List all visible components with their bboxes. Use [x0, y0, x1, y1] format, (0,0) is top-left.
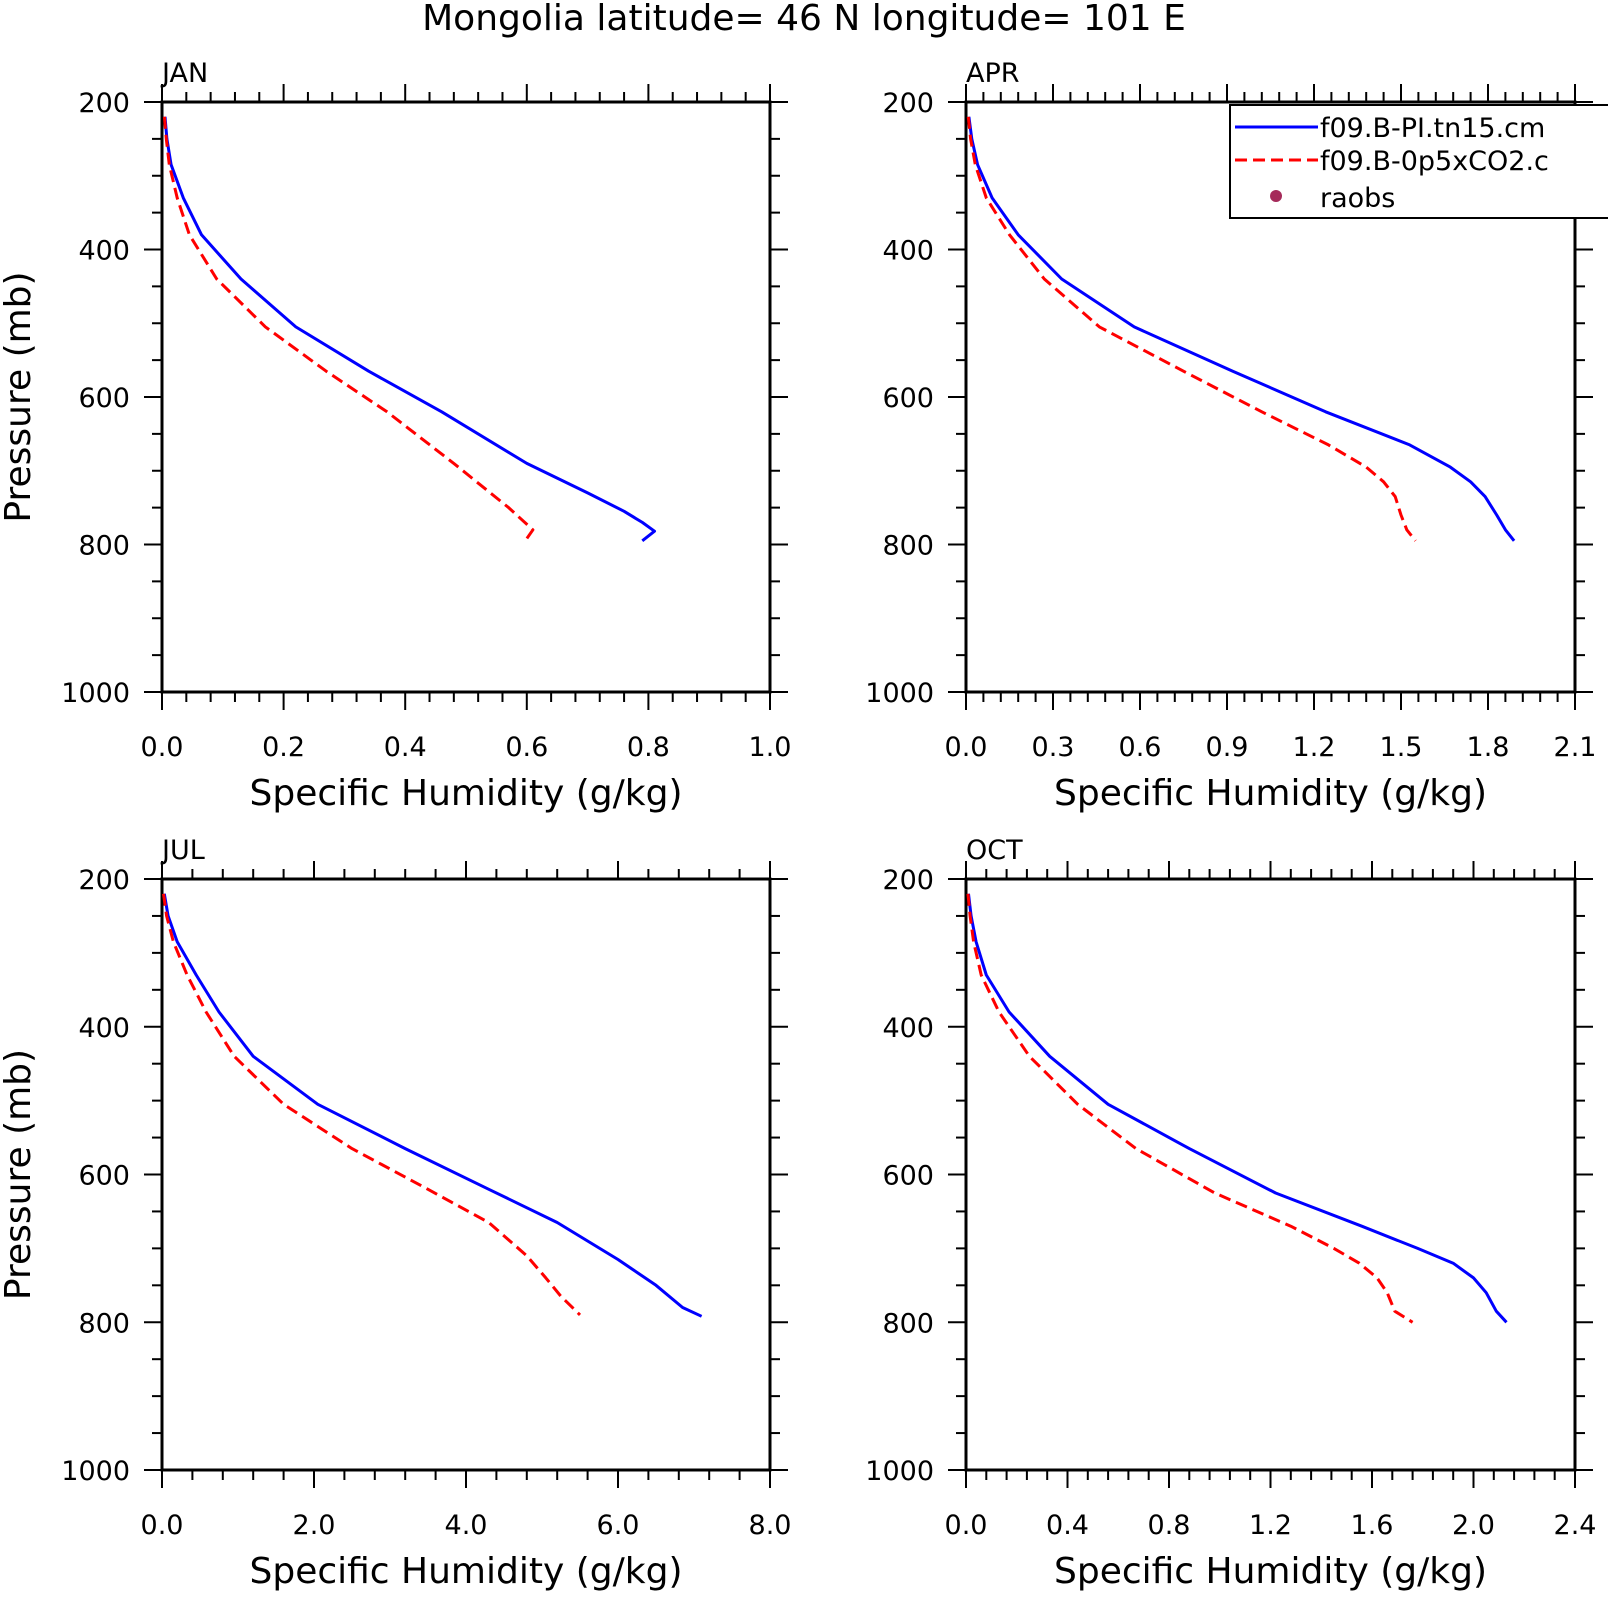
x-axis-label: Specific Humidity (g/kg): [1054, 773, 1487, 814]
y-tick-label: 600: [78, 383, 130, 414]
x-tick-label: 0.8: [1148, 1510, 1191, 1541]
panel-oct: 200 400 600 800 1000 0.0 0.4 0.8 1.2 1.6 2.0 2.4 OCT…: [865, 835, 1596, 1592]
x-tick-label: 0.9: [1206, 732, 1249, 763]
x-tick-label: 4.0: [445, 1510, 488, 1541]
plot-frame: [964, 877, 1577, 1472]
x-tick-label: 1.2: [1293, 732, 1336, 763]
x-tick-label: 1.0: [749, 732, 792, 763]
y-tick-label: 600: [882, 1161, 934, 1192]
panel-title: JUL: [160, 835, 205, 866]
series-line-pi: [162, 893, 703, 1318]
legend: f09.B-PI.tn15.cm f09.B-0p5xCO2.c raobs: [1229, 104, 1608, 219]
y-tick-label: 200: [78, 865, 130, 896]
series-line-pi: [967, 893, 1508, 1324]
series-line-pi: [163, 116, 656, 542]
panel-jul: 200 400 600 800 1000 0.0 2.0 4.0 6.0 8.0 JUL Specif…: [0, 835, 791, 1592]
x-tick-label: 2.1: [1554, 732, 1597, 763]
x-axis-label: Specific Humidity (g/kg): [249, 773, 682, 814]
panel-apr: 200 400 600 800 1000 0.0 0.3 0.6 0.9 1.2 1.5 1.8 2.1…: [865, 58, 1596, 814]
y-axis-label: Pressure (mb): [0, 271, 39, 522]
x-tick-label: 0.4: [1046, 1510, 1089, 1541]
panel-title: APR: [966, 58, 1020, 89]
x-tick-label: 0.0: [141, 732, 184, 763]
x-tick-label: 8.0: [749, 1510, 792, 1541]
series-line-0p5xco2: [162, 893, 582, 1316]
x-axis-label: Specific Humidity (g/kg): [249, 1551, 682, 1592]
x-tick-label: 1.8: [1467, 732, 1510, 763]
y-tick-label: 200: [882, 88, 934, 119]
plot-frame: [160, 877, 772, 1472]
y-tick-label: 200: [78, 88, 130, 119]
x-tick-label: 1.2: [1249, 1510, 1292, 1541]
y-tick-label: 1000: [61, 678, 130, 709]
y-tick-label: 1000: [61, 1456, 130, 1487]
x-axis-label: Specific Humidity (g/kg): [1054, 1551, 1487, 1592]
y-tick-label: 800: [78, 1308, 130, 1339]
y-axis-label: Pressure (mb): [0, 1049, 39, 1300]
x-tick-label: 0.0: [141, 1510, 184, 1541]
series-line-pi: [967, 116, 1516, 542]
y-tick-label: 400: [882, 1013, 934, 1044]
y-tick-label: 800: [78, 531, 130, 562]
x-tick-label: 2.0: [293, 1510, 336, 1541]
y-tick-label: 600: [882, 383, 934, 414]
x-tick-label: 0.3: [1032, 732, 1075, 763]
series-line-0p5xco2: [966, 116, 1417, 542]
legend-label-3: raobs: [1320, 183, 1395, 214]
y-tick-label: 400: [78, 236, 130, 267]
panel-title: OCT: [966, 835, 1023, 866]
legend-label-1: f09.B-PI.tn15.cm: [1320, 113, 1545, 144]
x-tick-label: 6.0: [597, 1510, 640, 1541]
series-line-0p5xco2: [966, 893, 1414, 1324]
x-tick-label: 0.2: [262, 732, 305, 763]
x-tick-label: 1.5: [1380, 732, 1423, 763]
plot-frame: [160, 100, 772, 694]
x-tick-label: 0.6: [505, 732, 548, 763]
legend-label-2: f09.B-0p5xCO2.c: [1320, 146, 1549, 177]
y-tick-label: 1000: [865, 1456, 934, 1487]
y-tick-label: 800: [882, 531, 934, 562]
y-tick-label: 400: [882, 236, 934, 267]
y-tick-label: 600: [78, 1161, 130, 1192]
x-tick-label: 2.0: [1452, 1510, 1495, 1541]
y-tick-label: 200: [882, 865, 934, 896]
panel-jan: 200 400 600 800 1000 0.0 0.2 0.4 0.6 0.8 1.0 JAN Spe…: [0, 58, 791, 814]
x-tick-label: 0.6: [1119, 732, 1162, 763]
figure-title: Mongolia latitude= 46 N longitude= 101 E: [422, 0, 1186, 39]
y-tick-label: 800: [882, 1308, 934, 1339]
x-tick-label: 0.8: [627, 732, 670, 763]
x-tick-label: 0.0: [945, 732, 988, 763]
x-tick-label: 0.0: [945, 1510, 988, 1541]
x-tick-label: 2.4: [1554, 1510, 1597, 1541]
series-line-0p5xco2: [162, 116, 535, 540]
panel-title: JAN: [160, 58, 208, 89]
legend-swatch-dot: [1270, 190, 1282, 202]
y-tick-label: 400: [78, 1013, 130, 1044]
x-tick-label: 0.4: [384, 732, 427, 763]
y-tick-label: 1000: [865, 678, 934, 709]
x-tick-label: 1.6: [1351, 1510, 1394, 1541]
